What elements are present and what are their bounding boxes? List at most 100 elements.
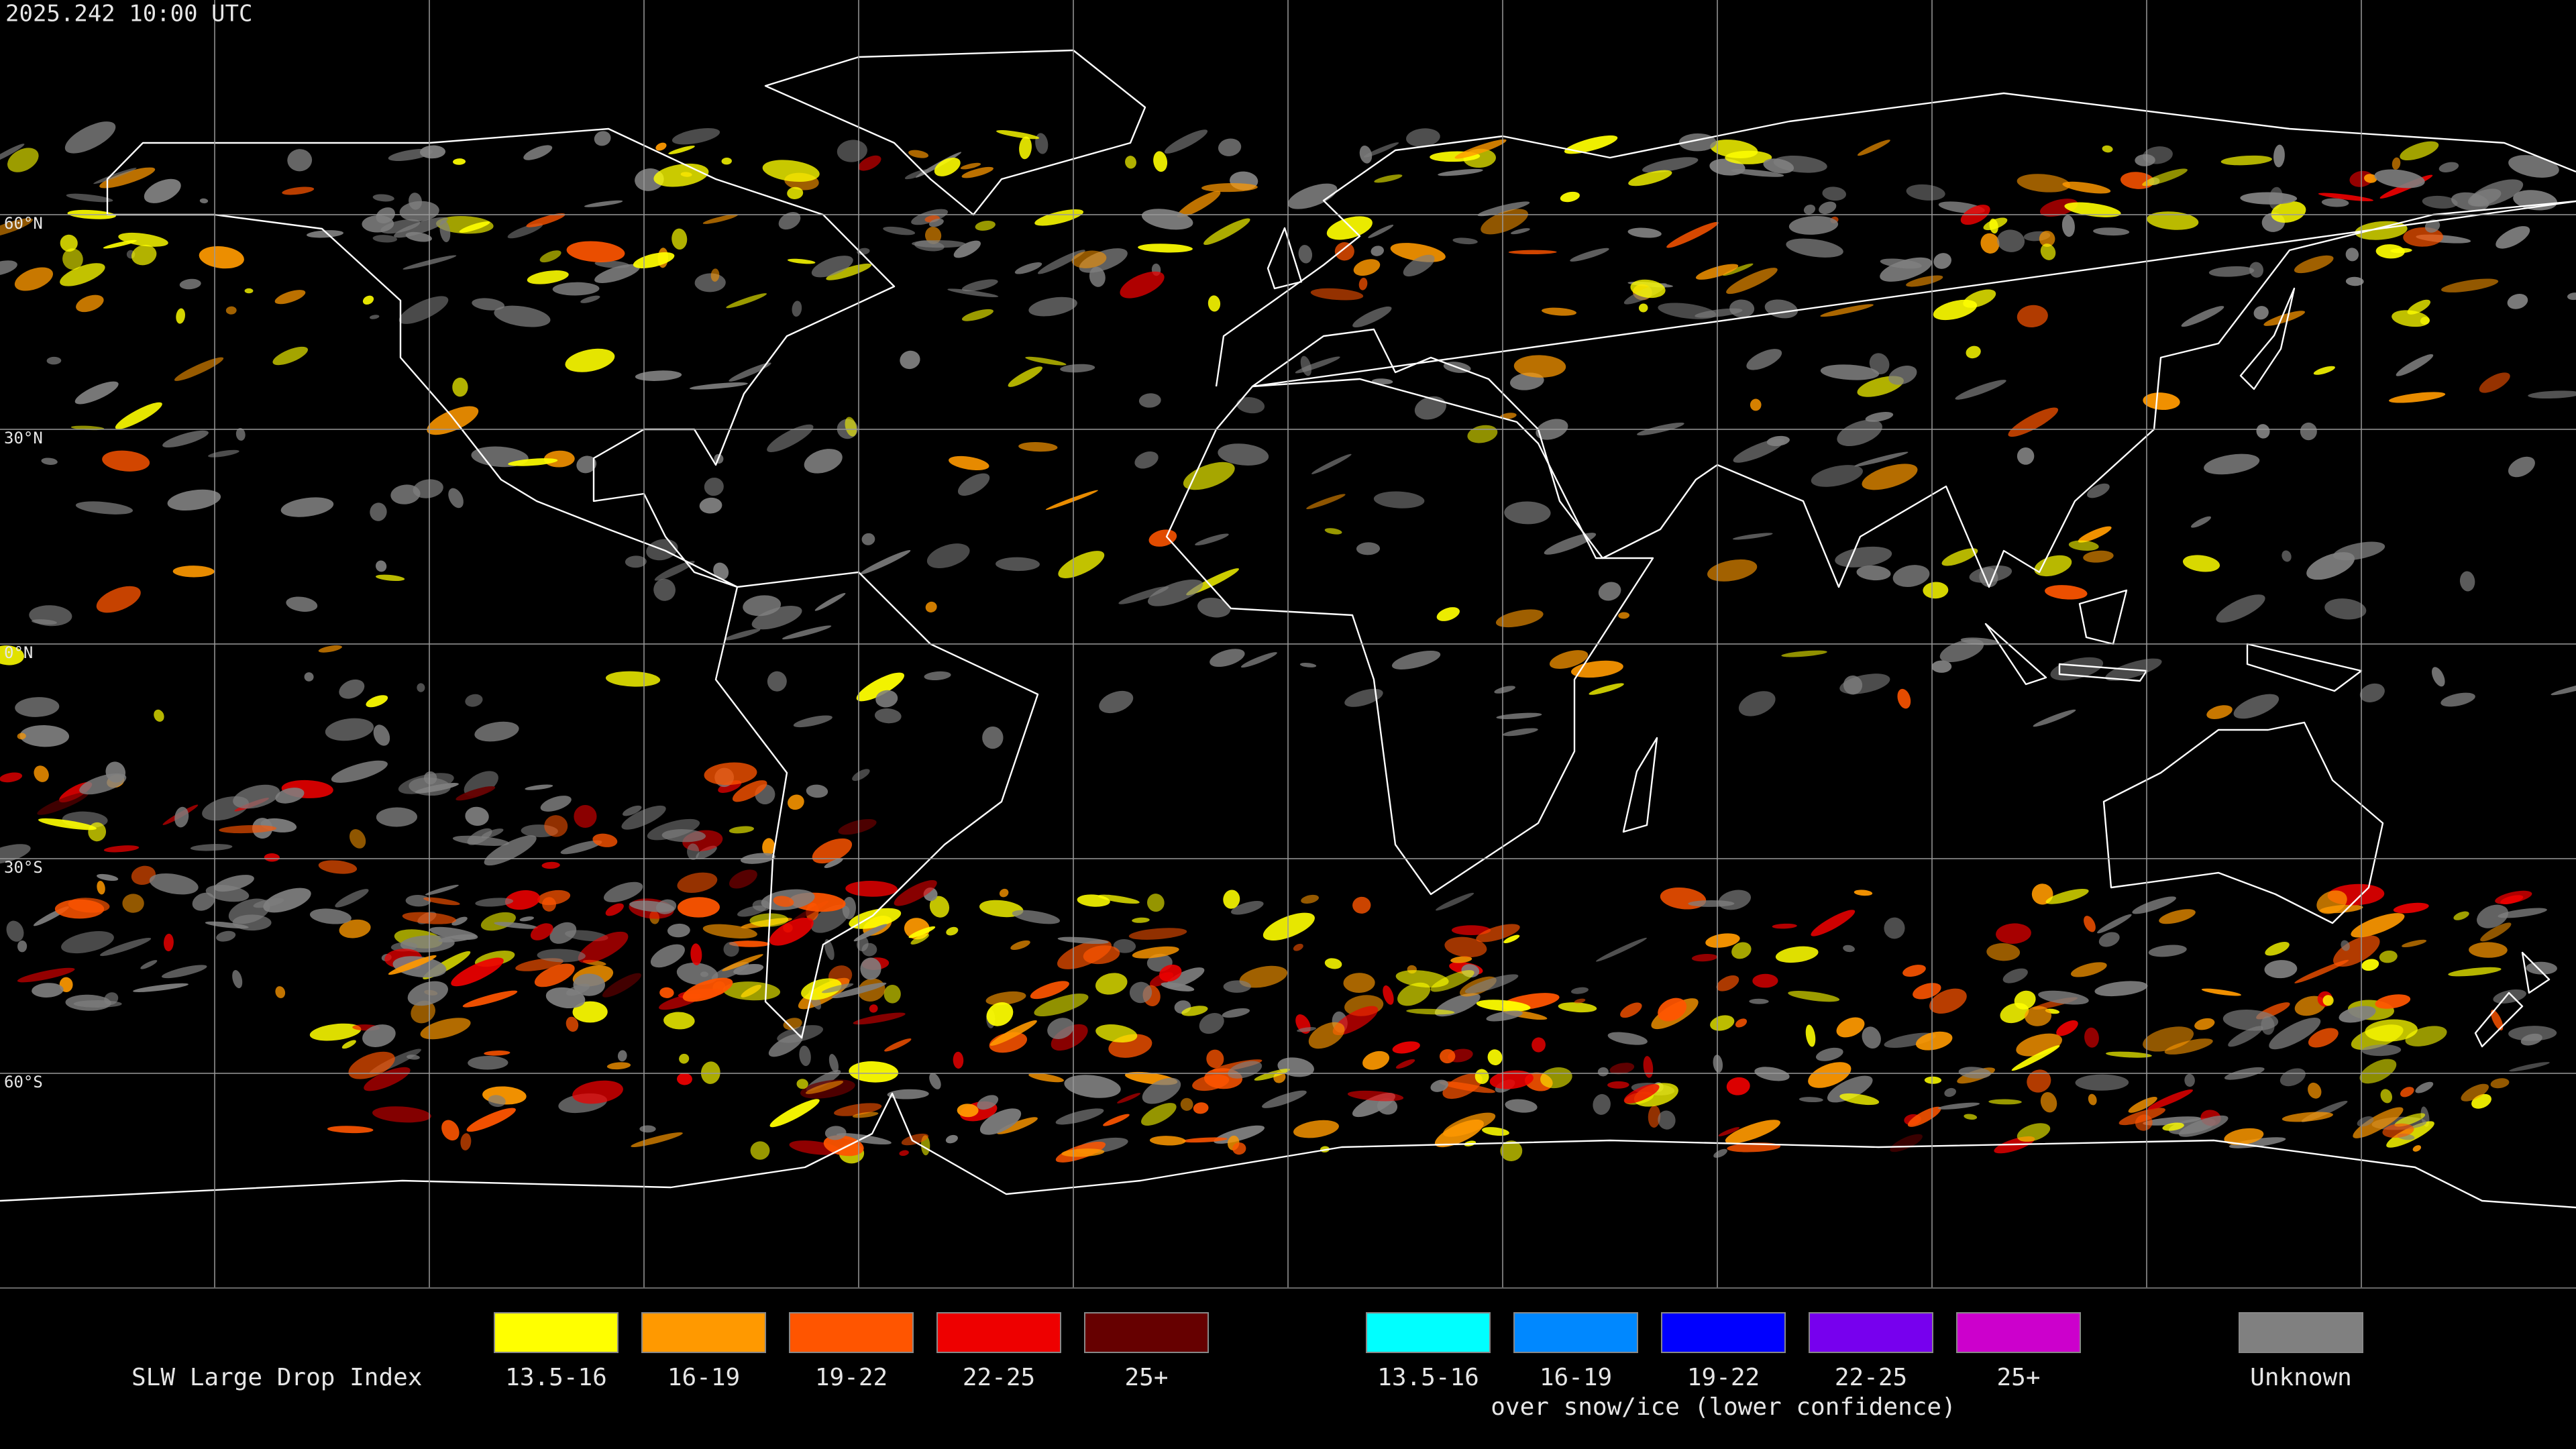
cloud-patch — [1837, 419, 1882, 447]
cloud-patch — [704, 477, 724, 496]
coast-australia — [2102, 721, 2384, 924]
cloud-patch — [1937, 1102, 1980, 1110]
cloud-patch — [1436, 892, 1474, 911]
cloud-patch — [1142, 1077, 1181, 1104]
cloud-patch — [462, 990, 518, 1008]
cloud-patch — [1371, 378, 1393, 384]
cloud-patch — [1358, 278, 1368, 290]
cloud-patch — [2392, 310, 2430, 327]
cloud-patch — [537, 949, 586, 963]
cloud-patch — [1933, 253, 1951, 269]
cloud-patch — [2477, 904, 2509, 928]
cloud-patch — [460, 1133, 472, 1150]
snow-swatch — [1956, 1312, 2081, 1353]
cloud-patch — [362, 295, 374, 305]
cloud-patch — [910, 933, 929, 945]
cloud-patch — [2490, 1078, 2510, 1089]
cloud-patch — [286, 596, 318, 612]
cloud-patch — [1240, 652, 1277, 668]
cloud-patch — [1500, 1140, 1523, 1161]
cloud-patch — [275, 986, 286, 999]
cloud-patch — [2345, 248, 2359, 262]
cloud-patch — [472, 298, 505, 311]
cloud-patch — [989, 1020, 1037, 1046]
cloud-patch — [1638, 303, 1648, 313]
cloud-patch — [2084, 1027, 2099, 1048]
cloud-patch — [1542, 307, 1577, 316]
cloud-patch — [777, 1025, 824, 1043]
cloud-patch — [349, 829, 366, 849]
cloud-patch — [99, 167, 156, 189]
cloud-patch — [1750, 398, 1762, 411]
cloud-patch — [592, 833, 618, 847]
cloud-patch — [60, 234, 78, 252]
cloud-patch — [1786, 238, 1843, 258]
cloud-patch — [2265, 942, 2290, 956]
cloud-patch — [34, 765, 49, 782]
cloud-patch — [2479, 372, 2510, 393]
cloud-patch — [1120, 271, 1165, 299]
cloud-patch — [96, 586, 141, 613]
cloud-patch — [957, 1104, 979, 1118]
cloud-patch — [174, 357, 224, 381]
cloud-patch — [2164, 1038, 2213, 1055]
cloud-patch — [1324, 958, 1342, 969]
cloud-patch — [282, 186, 315, 195]
cloud-patch — [494, 305, 551, 327]
cloud-patch — [398, 296, 449, 324]
cloud-patch — [1658, 998, 1687, 1022]
cloud-patch — [929, 1073, 941, 1089]
cloud-patch — [2102, 145, 2113, 153]
cloud-patch — [2400, 141, 2439, 161]
cloud-patch — [1159, 964, 1182, 982]
cloud-patch — [2147, 211, 2199, 230]
coast-new-zealand — [2474, 951, 2551, 1048]
cloud-patch — [1208, 295, 1221, 312]
cloud-patch — [2045, 888, 2089, 904]
cloud-patch — [2361, 1044, 2402, 1057]
cloud-patch — [1452, 237, 1478, 245]
cloud-patch — [2401, 939, 2427, 948]
cloud-patch — [2438, 162, 2459, 172]
cloud-patch — [677, 872, 718, 893]
cloud-patch — [2094, 981, 2148, 997]
cloud-patch — [934, 157, 961, 176]
cloud-patch — [975, 220, 996, 231]
cloud-patch — [17, 940, 28, 953]
cloud-patch — [2333, 541, 2385, 561]
cloud-patch — [2216, 594, 2265, 623]
cloud-patch — [0, 772, 23, 783]
cloud-patch — [1623, 1083, 1660, 1104]
cloud-patch — [1933, 299, 1978, 321]
legend-swatch-label: 16-19 — [667, 1364, 740, 1391]
cloud-patch — [2068, 540, 2099, 551]
legend-swatch — [789, 1312, 914, 1353]
cloud-patch — [325, 718, 374, 741]
cloud-patch — [1481, 209, 1528, 235]
cloud-patch — [1888, 365, 1917, 385]
graticule: 60°N 30°N 0°N 30°S 60°S — [0, 0, 2576, 1289]
cloud-patch — [625, 555, 647, 568]
cloud-patch — [1658, 303, 1717, 319]
cloud-patch — [566, 1016, 579, 1032]
cloud-patch — [448, 488, 464, 508]
cloud-patch — [2495, 890, 2532, 904]
snow-swatch — [1366, 1312, 1491, 1353]
cloud-patch — [1843, 945, 1855, 953]
cloud-patch — [1710, 1015, 1735, 1031]
cloud-patch — [1218, 443, 1269, 466]
cloud-patch — [1310, 288, 1364, 301]
cloud-patch — [348, 1051, 395, 1079]
cloud-patch — [750, 1141, 770, 1160]
cloud-patch — [2469, 179, 2524, 207]
cloud-patch — [407, 1055, 420, 1060]
cloud-patch — [572, 1080, 623, 1104]
cloud-patch — [687, 843, 700, 860]
cloud-patch — [1141, 209, 1193, 230]
cloud-patch — [1324, 528, 1342, 535]
cloud-patch — [1352, 896, 1371, 914]
cloud-patch — [1476, 924, 1520, 943]
cloud-patch — [1395, 970, 1449, 988]
cloud-patch — [75, 501, 133, 515]
cloud-patch — [1996, 229, 2025, 252]
